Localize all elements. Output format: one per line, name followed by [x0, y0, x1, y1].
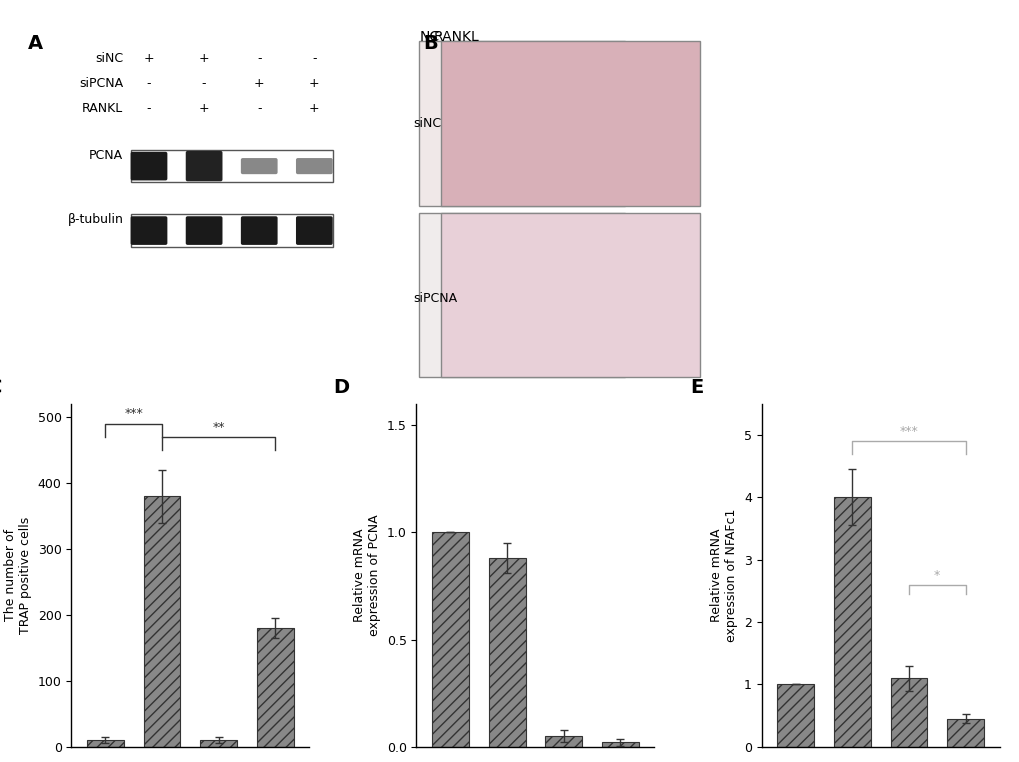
Bar: [890, 678, 926, 747]
Bar: [947, 719, 983, 747]
Text: ***: ***: [124, 408, 143, 421]
Text: -: -: [147, 77, 151, 90]
Bar: [601, 742, 638, 747]
Bar: [440, 213, 699, 377]
Text: siNC: siNC: [413, 117, 440, 130]
Bar: [419, 213, 624, 377]
Bar: [834, 498, 870, 747]
FancyBboxPatch shape: [296, 158, 332, 174]
Text: +: +: [309, 102, 319, 115]
FancyBboxPatch shape: [130, 214, 332, 247]
Text: +: +: [199, 52, 209, 66]
Text: ***: ***: [899, 425, 917, 438]
Bar: [488, 558, 525, 747]
Bar: [200, 740, 237, 747]
Text: E: E: [690, 378, 703, 397]
Bar: [257, 628, 293, 747]
Bar: [87, 740, 123, 747]
Text: -: -: [312, 52, 316, 66]
Bar: [144, 496, 180, 747]
FancyBboxPatch shape: [130, 150, 332, 182]
Y-axis label: Relative mRNA
expression of PCNA: Relative mRNA expression of PCNA: [353, 514, 381, 636]
Text: -: -: [147, 102, 151, 115]
Text: RANKL: RANKL: [434, 30, 479, 44]
Text: siPCNA: siPCNA: [413, 292, 457, 305]
Text: NC: NC: [419, 30, 439, 44]
Bar: [545, 736, 582, 747]
Text: β-tubulin: β-tubulin: [67, 213, 123, 226]
Text: +: +: [144, 52, 154, 66]
Text: *: *: [933, 568, 940, 581]
Text: -: -: [257, 52, 261, 66]
Text: B: B: [423, 34, 438, 53]
Text: **: **: [212, 421, 225, 434]
FancyBboxPatch shape: [240, 216, 277, 245]
FancyBboxPatch shape: [185, 216, 222, 245]
FancyBboxPatch shape: [296, 216, 332, 245]
FancyBboxPatch shape: [130, 152, 167, 181]
Text: PCNA: PCNA: [89, 149, 123, 162]
FancyBboxPatch shape: [240, 158, 277, 174]
Bar: [432, 533, 469, 747]
FancyBboxPatch shape: [130, 216, 167, 245]
Y-axis label: The number of
TRAP positive cells: The number of TRAP positive cells: [4, 517, 32, 634]
Text: +: +: [254, 77, 264, 90]
Bar: [776, 684, 813, 747]
Text: -: -: [257, 102, 261, 115]
Text: siNC: siNC: [95, 52, 123, 66]
Text: +: +: [309, 77, 319, 90]
FancyBboxPatch shape: [185, 151, 222, 181]
Text: RANKL: RANKL: [82, 102, 123, 115]
Bar: [440, 41, 699, 206]
Text: D: D: [333, 378, 348, 397]
Text: A: A: [28, 34, 43, 53]
Text: +: +: [199, 102, 209, 115]
Text: -: -: [202, 77, 206, 90]
Text: siPCNA: siPCNA: [79, 77, 123, 90]
Bar: [419, 41, 624, 206]
Y-axis label: Relative mRNA
expression of NFAFc1: Relative mRNA expression of NFAFc1: [709, 508, 738, 642]
Text: C: C: [0, 378, 2, 397]
